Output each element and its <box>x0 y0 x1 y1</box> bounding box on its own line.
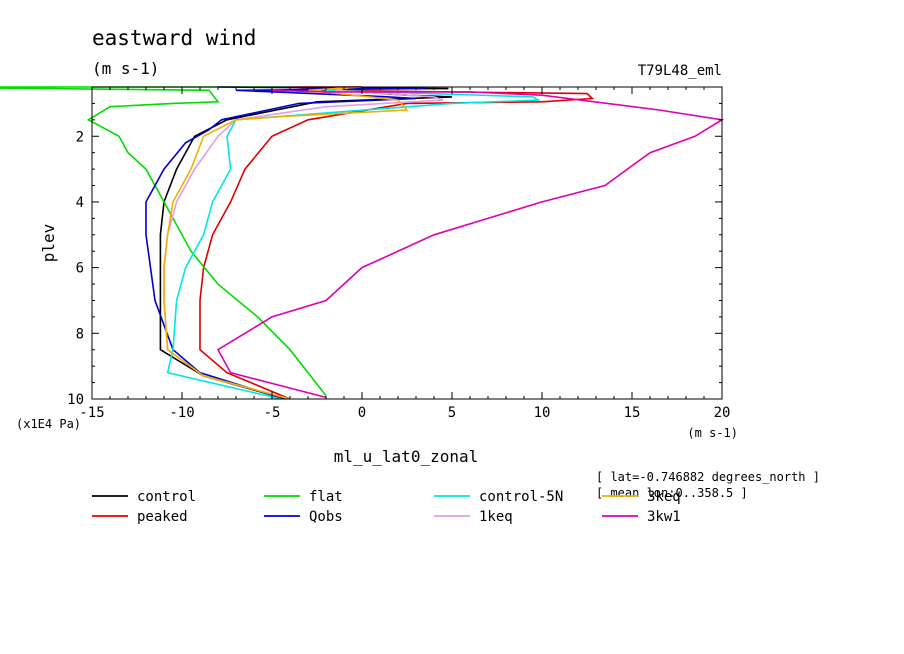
plot-frame <box>91 86 723 400</box>
series-line-control-5n <box>166 86 542 400</box>
legend-label-control: control <box>137 489 196 505</box>
x-tick-label: 0 <box>358 405 366 421</box>
legend-label-qobs: Qobs <box>309 509 343 525</box>
legend-label-peaked: peaked <box>137 509 188 525</box>
x-axis-label: ml_u_lat0_zonal <box>334 447 479 466</box>
legend-label-1keq: 1keq <box>479 509 513 525</box>
legend: control peaked flat Qobs control-5N 1keq 3keq 3… <box>92 489 681 525</box>
run-label: T79L48_eml <box>638 63 722 79</box>
series-layer <box>0 86 725 400</box>
series-line-3kw1 <box>216 89 725 399</box>
x-tick-label: 10 <box>534 405 551 421</box>
y-tick-label: 8 <box>76 326 84 342</box>
legend-label-3kw1: 3kw1 <box>647 509 681 525</box>
y-tick-label: 10 <box>67 392 84 408</box>
x-axis-units: (m s-1) <box>687 426 738 440</box>
y-axis-units: (x1E4 Pa) <box>16 417 81 431</box>
series-line-1keq <box>163 86 444 400</box>
x-tick-label: -10 <box>169 405 194 421</box>
legend-label-3keq: 3keq <box>647 489 681 505</box>
y-tick-label: 6 <box>76 261 84 277</box>
chart-title: eastward wind <box>92 26 256 50</box>
legend-label-control-5n: control-5N <box>479 489 563 505</box>
series-line-peaked <box>199 86 595 400</box>
info-line-lat: [ lat=-0.746882 degrees_north ] <box>596 470 820 484</box>
ticks-layer: -15 -10 -5 0 5 10 15 20 2 4 6 8 10 <box>67 87 730 421</box>
x-tick-label: 5 <box>448 405 456 421</box>
series-line-flat <box>0 86 327 397</box>
y-axis-label: plev <box>39 224 58 263</box>
chart-subtitle: (m s-1) <box>92 59 159 78</box>
x-tick-label: 20 <box>714 405 731 421</box>
y-tick-label: 2 <box>76 129 84 145</box>
legend-label-flat: flat <box>309 489 343 505</box>
series-line-qobs <box>145 86 426 400</box>
y-tick-label: 4 <box>76 195 84 211</box>
x-tick-label: -15 <box>79 405 104 421</box>
x-tick-label: 15 <box>624 405 641 421</box>
x-tick-label: -5 <box>264 405 281 421</box>
series-line-3keq <box>163 86 409 400</box>
